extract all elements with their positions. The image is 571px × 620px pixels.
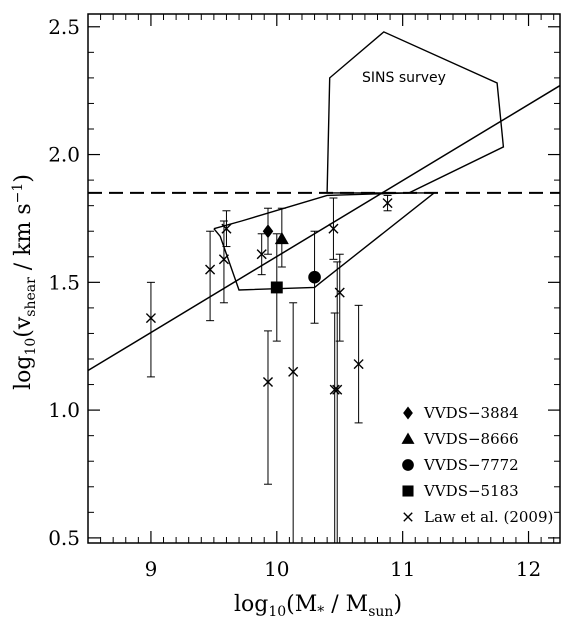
- legend-marker-4: [403, 512, 413, 522]
- x-title-rest: (M: [286, 592, 317, 617]
- point-4-7: [328, 223, 339, 234]
- legend-entry-1: VVDS−8666: [401, 430, 519, 448]
- point-4-3-stroke-b: [221, 223, 232, 234]
- point-4-12-stroke-b: [382, 198, 393, 209]
- y-title-sub: 10: [23, 338, 39, 356]
- point-4-9-stroke-b: [332, 384, 343, 395]
- x-title-sub2: sun: [368, 604, 393, 620]
- y-title-sub2: shear: [23, 277, 39, 317]
- y-title-rest: (v: [11, 316, 36, 338]
- legend-entry-2: VVDS−7772: [402, 456, 519, 474]
- point-4-12: [382, 198, 393, 209]
- point-4-11-stroke-b: [353, 359, 364, 370]
- point-4-4-stroke-b: [256, 249, 267, 260]
- series-0: [262, 207, 274, 255]
- point-4-10-stroke-b: [334, 287, 345, 298]
- x-title-slash: / M: [324, 592, 368, 617]
- legend-label-4: Law et al. (2009): [424, 508, 553, 526]
- points-layer: [145, 194, 393, 543]
- series-2: [308, 230, 321, 324]
- point-4-10: [334, 287, 345, 298]
- legend-entry-3: VVDS−5183: [402, 482, 519, 500]
- point-4-0: [145, 313, 156, 324]
- point-4-5: [262, 376, 274, 388]
- legend-label-0: VVDS−3884: [423, 404, 519, 422]
- x-tick-label-3: 12: [516, 557, 541, 581]
- legend-marker-3: [402, 485, 414, 497]
- point-4-1-stroke-b: [205, 264, 216, 275]
- point-2-0: [308, 270, 321, 284]
- point-4-4: [256, 249, 267, 260]
- point-0-0: [262, 224, 274, 239]
- x-title-star: *: [317, 604, 324, 620]
- point-4-9: [332, 384, 343, 395]
- y-tick-label-4: 2.5: [48, 15, 80, 39]
- point-4-6: [288, 366, 299, 377]
- legend-marker-4-stroke-b: [403, 512, 413, 522]
- legend-marker-1: [401, 432, 415, 444]
- point-4-5-stroke-b: [262, 376, 274, 388]
- fit-line: [87, 84, 561, 372]
- y-tick-label-1: 1.0: [48, 398, 80, 422]
- y-tick-label-0: 0.5: [48, 526, 80, 550]
- plot-frame: [87, 13, 561, 544]
- legend-entry-4: Law et al. (2009): [403, 508, 553, 526]
- legend-marker-2: [402, 459, 414, 471]
- point-4-0-stroke-b: [145, 313, 156, 324]
- y-tick-label-2: 1.5: [48, 270, 80, 294]
- point-1-0: [274, 231, 289, 245]
- point-3-0: [270, 281, 283, 294]
- tick-labels-layer: 9 10 11 12 0.5 1.0 1.5 2.0 2.5: [48, 15, 541, 581]
- point-4-11: [353, 359, 364, 370]
- y-title-close: ): [11, 174, 36, 183]
- y-title-sup: −1: [10, 183, 26, 204]
- point-4-6-stroke-b: [288, 366, 299, 377]
- x-axis-title: log10(M* / Msun): [234, 592, 402, 620]
- legend: VVDS−3884 VVDS−8666 VVDS−7772 VVDS−5183 Law …: [401, 404, 553, 526]
- x-title-close: ): [393, 592, 402, 617]
- y-title-log: log: [11, 356, 36, 390]
- series-3: [270, 233, 283, 342]
- point-4-7-stroke-b: [328, 223, 339, 234]
- legend-marker-0: [403, 406, 413, 420]
- x-title-sub: 10: [268, 604, 286, 620]
- series-4: [145, 194, 393, 543]
- legend-label-2: VVDS−7772: [423, 456, 519, 474]
- lines-layer: [87, 84, 561, 372]
- legend-entry-0: VVDS−3884: [403, 404, 519, 422]
- point-4-8-stroke-b: [329, 384, 340, 395]
- point-4-2: [218, 254, 229, 265]
- x-tick-label-0: 9: [145, 557, 158, 581]
- y-title-slash: / km s: [11, 203, 36, 277]
- point-4-3: [221, 223, 232, 234]
- y-axis-title: log10(vshear / km s−1): [10, 174, 39, 390]
- x-title-log: log: [234, 592, 268, 617]
- x-tick-label-1: 10: [264, 557, 289, 581]
- legend-label-3: VVDS−5183: [423, 482, 519, 500]
- point-4-2-stroke-b: [218, 254, 229, 265]
- x-tick-label-2: 11: [390, 557, 415, 581]
- y-tick-label-3: 2.0: [48, 143, 80, 167]
- ticks-layer: [87, 14, 560, 543]
- point-4-8: [329, 384, 340, 395]
- point-4-1: [205, 264, 216, 275]
- legend-label-1: VVDS−8666: [423, 430, 519, 448]
- series-1: [274, 207, 289, 268]
- sins-region-label: SINS survey: [362, 70, 446, 86]
